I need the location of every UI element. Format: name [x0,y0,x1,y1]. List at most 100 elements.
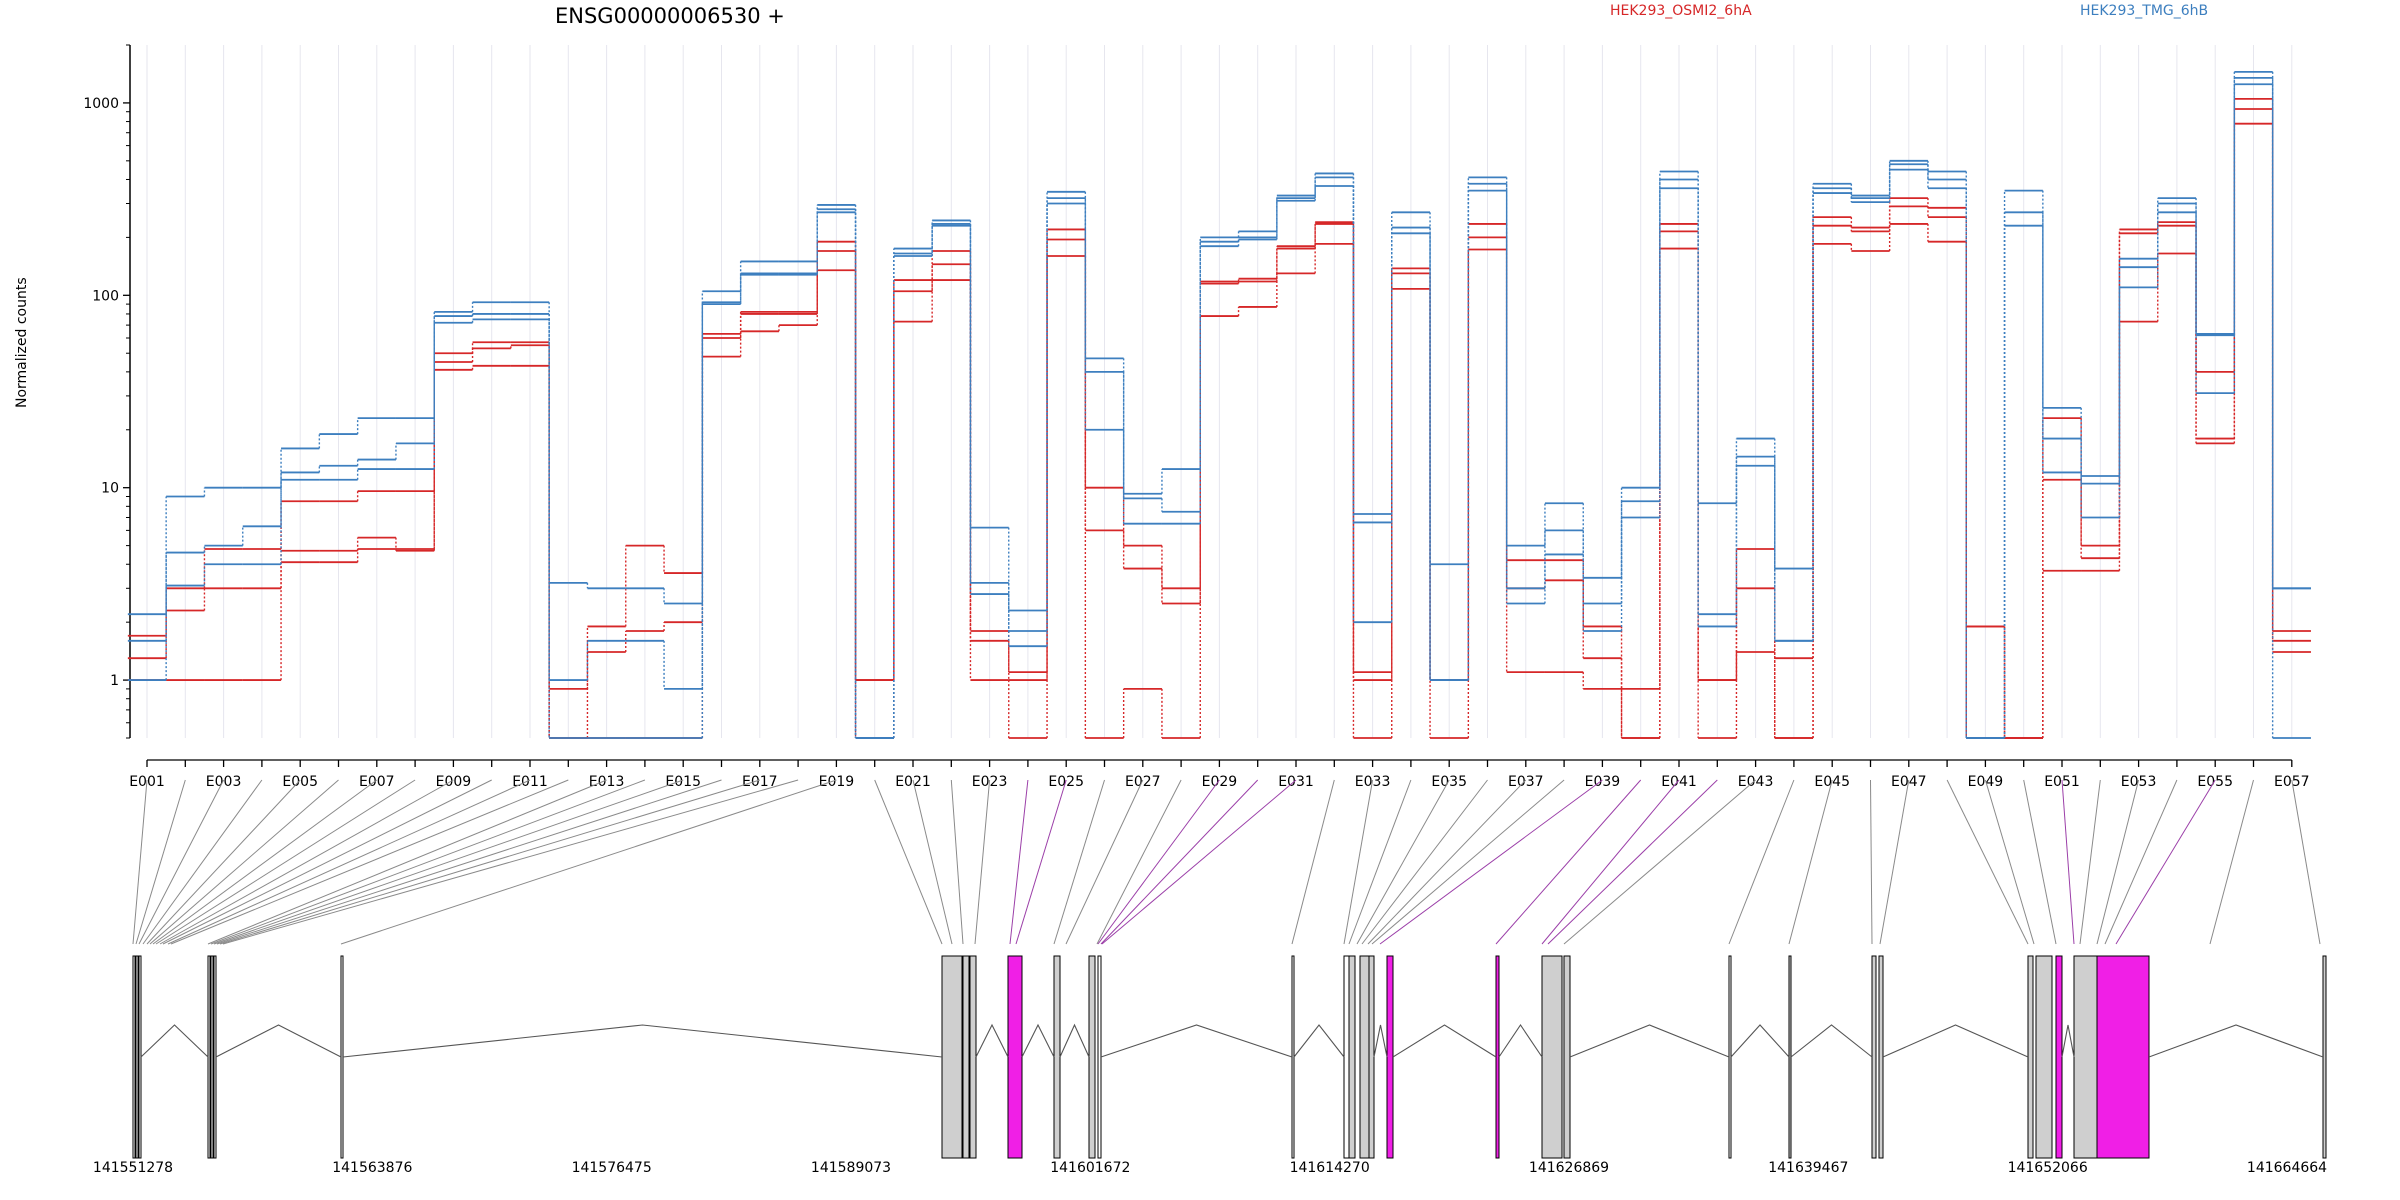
intron-line [1021,1023,1055,1058]
exon-connector [1984,779,2035,945]
exon-box [1871,955,1877,1159]
plot-grid [146,45,2293,738]
x-tick-label: E025 [1048,774,1084,790]
exon-connector [149,779,339,945]
exon-box [340,955,344,1159]
exon-box [2027,955,2034,1159]
intron-line [1373,1024,1388,1058]
exon-box [138,955,142,1159]
x-tick-label: E005 [282,774,318,790]
exon-box [2035,955,2053,1159]
exon-connector [152,779,378,945]
exon-connector [2023,779,2057,945]
exon-box [1291,955,1295,1159]
coordinate-label: 141664664 [2247,1160,2327,1176]
x-tick-label: E009 [436,774,472,790]
exon-connector [207,779,607,945]
exon-box [969,955,977,1159]
exon-connector [142,779,263,945]
exon-connector [1015,779,1067,945]
intron-line [1392,1024,1497,1058]
exon-connector [135,779,186,945]
exon-box [1097,955,1102,1159]
exon-connector [1053,779,1105,945]
x-tick-label: E003 [206,774,242,790]
x-tick-label: E015 [665,774,701,790]
exon-box [941,955,963,1159]
exon-connector [874,779,943,945]
exon-connector [1097,779,1220,945]
intron-line [2148,1024,2324,1058]
x-tick-label: E041 [1661,774,1697,790]
exon-connector [1009,779,1029,945]
exon-connector [167,779,531,945]
coordinate-label: 141614270 [1290,1160,1370,1176]
x-tick-label: E045 [1814,774,1850,790]
exon-connector [974,779,991,945]
x-tick-label: E037 [1508,774,1544,790]
exon-connector [912,779,953,945]
exon-box [1728,955,1732,1159]
exon-connector [950,779,964,945]
x-tick-label: E017 [742,774,778,790]
x-tick-label: E011 [512,774,548,790]
exon-box [1007,955,1023,1159]
exon-connector [2291,779,2321,945]
series-6 [127,83,2311,739]
exon-connector [1361,779,1488,945]
exon-connector [138,779,225,945]
exon-connector [213,779,684,945]
exon-connector [222,779,799,945]
intron-line [342,1024,943,1058]
exon-connector [210,779,646,945]
exon-connector [1728,779,1795,945]
x-tick-label: E035 [1431,774,1467,790]
x-tick-label: E007 [359,774,395,790]
exon-box [207,955,211,1159]
intron-line [1059,1023,1090,1058]
exon-box [962,955,970,1159]
intron-line [215,1024,342,1058]
exon-box [1368,955,1375,1159]
exon-connector [1879,779,1910,945]
exon-box [1495,955,1500,1159]
exon-connector [132,779,148,945]
exon-connector [1348,779,1412,945]
exon-connector [159,779,454,945]
intron-line [1569,1024,1730,1058]
intron-line [2061,1024,2075,1058]
gene-model-track [132,955,2327,1159]
coordinate-label: 141652066 [2008,1160,2088,1176]
exon-box [1088,955,1096,1159]
coordinate-label: 141601672 [1050,1160,1130,1176]
exon-box [2096,955,2150,1159]
exon-box [1386,955,1394,1159]
exon-connector [1367,779,1527,945]
y-tick-label: 10 [101,481,119,497]
intron-line [1790,1024,1873,1058]
exon-box [1788,955,1792,1159]
coordinate-label: 141626869 [1529,1160,1609,1176]
x-tick-label: E029 [1202,774,1238,790]
exon-connector [146,779,301,945]
intron-line [1730,1024,1790,1058]
exon-connector [1541,779,1680,945]
exon-connector [340,779,837,945]
exon-connector [1379,779,1603,945]
exon-connector [2115,779,2216,945]
y-tick-label: 1 [110,673,119,689]
coordinate-label: 141576475 [572,1160,652,1176]
exon-connector [155,779,416,945]
intron-line [975,1023,1009,1058]
x-tick-label: E027 [1125,774,1161,790]
exon-box [1343,955,1350,1159]
exon-connector [1096,779,1182,945]
exon-connector [216,779,722,945]
exon-connector [1065,779,1144,945]
exon-connector [1100,779,1259,945]
plot-series [127,70,2311,739]
x-tick-label: E013 [589,774,625,790]
exon-box [132,955,136,1159]
intron-line [140,1024,209,1058]
exon-connector [1356,779,1450,945]
